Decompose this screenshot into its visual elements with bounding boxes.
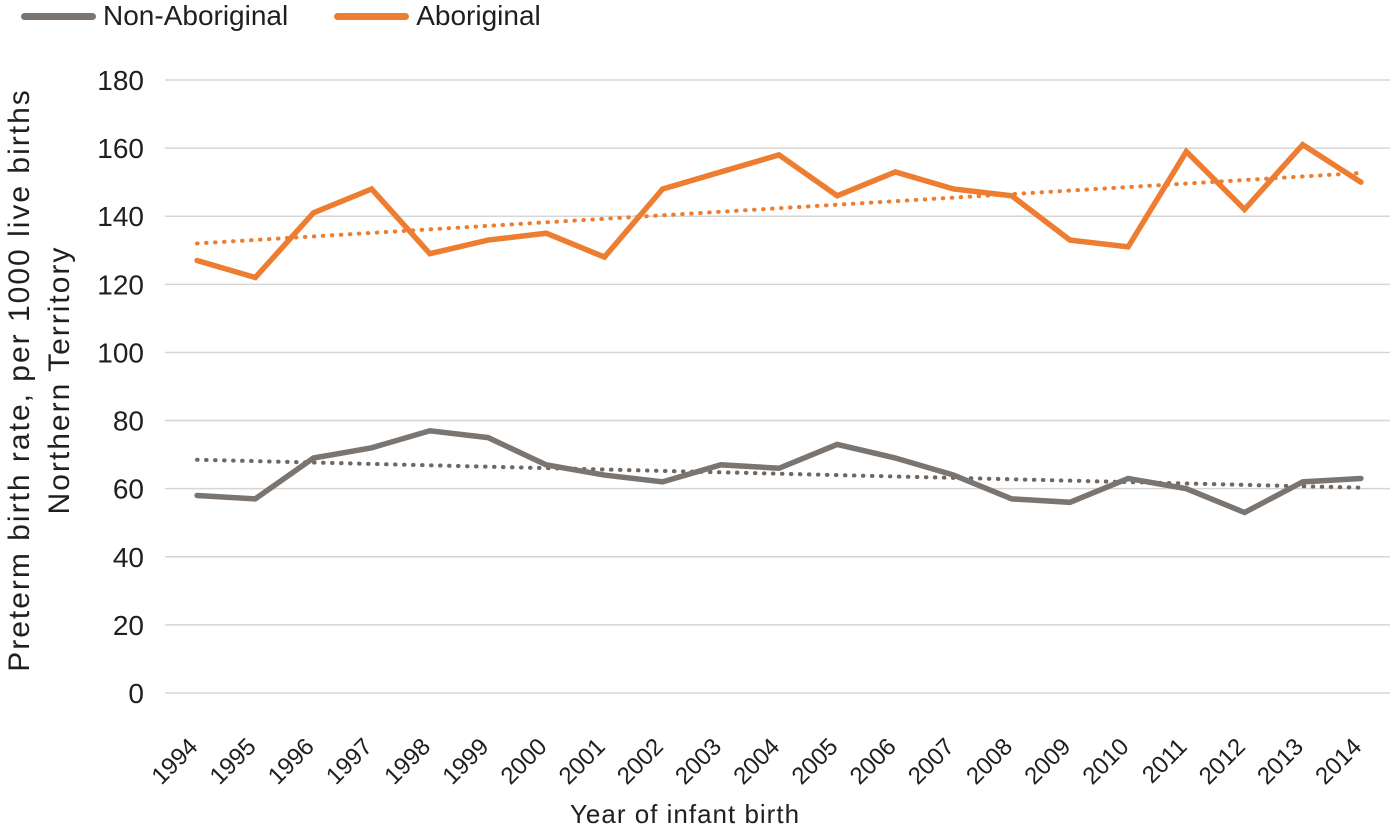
y-tick-label: 100 (97, 337, 144, 368)
x-tick-label: 2003 (670, 733, 727, 790)
x-tick-label: 2013 (1252, 733, 1309, 790)
x-tick-label: 2007 (903, 733, 960, 790)
x-tick-label: 2006 (845, 733, 902, 790)
x-tick-label: 1995 (205, 733, 262, 790)
x-tick-label: 2002 (612, 733, 669, 790)
y-tick-label: 80 (113, 406, 144, 437)
legend-label-non-aboriginal: Non-Aboriginal (103, 0, 289, 31)
y-tick-label: 180 (97, 65, 144, 96)
x-tick-label: 2010 (1078, 733, 1135, 790)
legend-item-non-aboriginal: Non-Aboriginal (21, 1, 288, 31)
x-tick-label: 1997 (321, 733, 378, 790)
y-tick-label: 40 (113, 542, 144, 573)
x-tick-label: 2008 (961, 733, 1018, 790)
trendline-non-aboriginal (195, 457, 1363, 490)
series-line-aboriginal (194, 141, 1364, 281)
x-axis-title: Year of infant birth (569, 799, 801, 829)
x-tick-label: 2014 (1310, 733, 1367, 790)
x-tick-label: 1996 (263, 733, 320, 790)
x-tick-label: 2009 (1019, 733, 1076, 790)
legend: Non-Aboriginal Aboriginal (21, 1, 541, 31)
y-tick-label: 20 (113, 610, 144, 641)
trendline-aboriginal (195, 170, 1363, 246)
y-tick-label: 120 (97, 269, 144, 300)
x-tick-label: 2011 (1137, 733, 1193, 789)
legend-swatch-aboriginal-line (334, 12, 410, 20)
legend-swatch-non-aboriginal-line (21, 12, 96, 20)
series-line-non-aboriginal (194, 427, 1364, 516)
x-tick-label: 2012 (1194, 733, 1251, 790)
legend-item-aboriginal: Aboriginal (334, 1, 541, 31)
x-tick-label: 1994 (146, 733, 203, 790)
y-tick-label: 160 (97, 133, 144, 164)
x-tick-label: 2005 (787, 733, 844, 790)
x-tick-label: 2004 (728, 733, 785, 790)
y-tick-label: 60 (113, 474, 144, 505)
x-tick-label: 2000 (496, 733, 553, 790)
y-tick-label: 140 (97, 201, 144, 232)
legend-label-aboriginal: Aboriginal (416, 0, 541, 31)
y-tick-label: 0 (128, 678, 144, 709)
x-tick-label: 1999 (437, 733, 494, 790)
x-tick-label: 2001 (554, 733, 611, 790)
x-tick-label: 1998 (379, 733, 436, 790)
